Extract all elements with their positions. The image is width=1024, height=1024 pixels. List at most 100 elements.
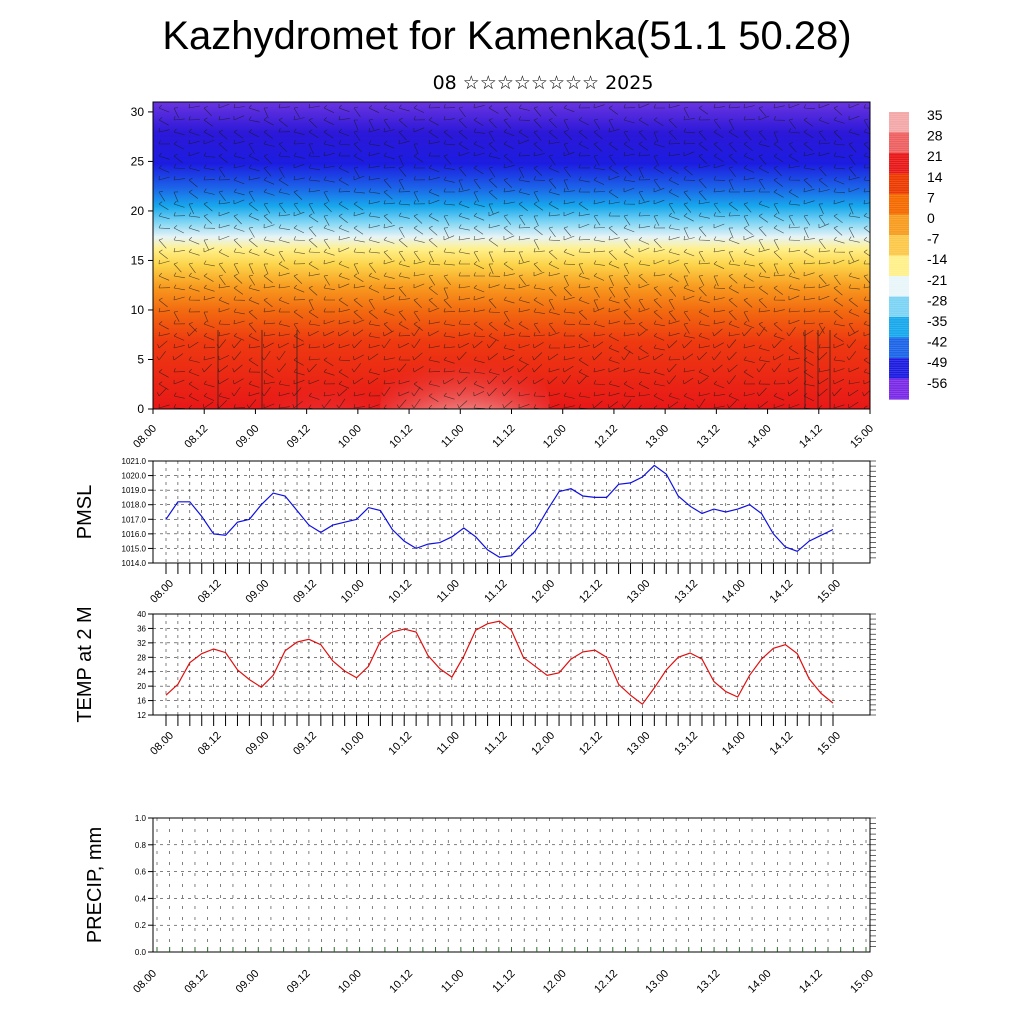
colorbar-segment — [889, 337, 909, 359]
precip-x-tick-label: 09.00 — [234, 968, 262, 996]
heatmap-warm-core — [380, 337, 550, 409]
heatmap-y-tick-label: 20 — [131, 204, 145, 218]
colorbar-segment — [889, 132, 909, 154]
precip-x-tick-label: 10.00 — [336, 968, 364, 996]
temp-y-tick-label: 40 — [137, 610, 146, 619]
colorbar-label: -35 — [927, 313, 947, 329]
pmsl-y-tick-label: 1019.0 — [122, 486, 147, 495]
heatmap-y-tick-label: 25 — [131, 154, 145, 168]
heatmap-x-tick-label: 14.12 — [797, 423, 825, 451]
temp-x-tick-label: 09.12 — [291, 730, 319, 758]
colorbar-stripes — [889, 111, 909, 399]
upper-air-heatmap: 0 5 10 15 20 25 30 08.00 08.12 09.00 09.12 10.00 10.… — [131, 101, 876, 451]
heatmap-x-tick-label: 13.00 — [643, 423, 671, 451]
colorbar-label: -21 — [927, 272, 947, 288]
precip-x-tick-label: 08.12 — [182, 968, 210, 996]
precip-y-tick-label: 0.0 — [135, 948, 147, 957]
heatmap-x-tick-label: 13.12 — [695, 423, 723, 451]
pmsl-x-tick-label: 10.00 — [339, 578, 367, 606]
colorbar-label: -42 — [927, 334, 947, 350]
colorbar-label: -49 — [927, 354, 947, 370]
heatmap-x-tick-label: 12.00 — [541, 423, 569, 451]
pmsl-x-tick-label: 14.12 — [768, 578, 796, 606]
pmsl-y-tick-label: 1018.0 — [122, 501, 147, 510]
wind-barb-strokes — [156, 103, 870, 409]
colorbar-label: 0 — [927, 210, 935, 226]
heatmap-x-tick-label: 08.12 — [182, 423, 210, 451]
pmsl-y-tick-label: 1016.0 — [122, 530, 147, 539]
heatmap-y-tick-label: 15 — [131, 253, 145, 267]
precip-y-tick-label: 0.8 — [135, 841, 147, 850]
precip-x-tick-label: 08.00 — [131, 968, 159, 996]
temp-x-tick-label: 10.12 — [386, 730, 414, 758]
colorbar-label: 7 — [927, 189, 935, 205]
pmsl-series-line — [165, 464, 834, 558]
temp-y-tick-label: 36 — [137, 624, 146, 633]
temp-x-tick-label: 13.12 — [672, 730, 700, 758]
pmsl-x-tick-label: 12.12 — [577, 578, 605, 606]
heatmap-x-tick-label: 09.12 — [285, 423, 313, 451]
temp-y-axis-label: TEMP at 2 M — [74, 606, 96, 722]
pmsl-y-tick-label: 1014.0 — [122, 559, 147, 568]
temperature-panel: 12 16 20 24 28 32 36 40 08.00 08.12 09.00 09.12 10.0… — [74, 606, 876, 758]
colorbar-segment — [889, 276, 909, 298]
colorbar-label: -14 — [927, 251, 947, 267]
temp-series-line — [165, 620, 834, 706]
temp-y-tick-label: 24 — [137, 668, 146, 677]
precip-y-tick-label: 0.2 — [135, 921, 147, 930]
temp-x-tick-label: 14.12 — [768, 730, 796, 758]
pmsl-x-tick-label: 10.12 — [386, 578, 414, 606]
temp-x-tick-label: 08.00 — [148, 730, 176, 758]
pmsl-x-tick-label: 09.00 — [243, 578, 271, 606]
heatmap-x-tick-label: 09.00 — [234, 423, 262, 451]
heatmap-x-tick-label: 10.00 — [336, 423, 364, 451]
precip-y-tick-label: 0.6 — [135, 868, 147, 877]
colorbar-label: -7 — [927, 231, 940, 247]
precip-y-tick-label: 1.0 — [135, 814, 147, 823]
colorbar-label: 21 — [927, 148, 943, 164]
temp-x-tick-label: 13.00 — [625, 730, 653, 758]
precip-x-tick-label: 14.00 — [746, 968, 774, 996]
precip-x-tick-label: 12.12 — [592, 968, 620, 996]
temp-x-tick-label: 15.00 — [815, 730, 843, 758]
colorbar-segment — [889, 296, 909, 318]
colorbar-segment — [889, 317, 909, 339]
precip-x-tick-label: 11.12 — [490, 968, 517, 995]
colorbar-label: -56 — [927, 375, 947, 391]
colorbar-segment — [889, 194, 909, 216]
temp-y-tick-label: 20 — [137, 682, 146, 691]
colorbar-segment — [889, 378, 909, 400]
pmsl-x-tick-label: 08.00 — [148, 578, 176, 606]
colorbar-segment — [889, 153, 909, 175]
temp-y-tick-label: 12 — [137, 711, 146, 720]
precip-x-tick-label: 11.00 — [439, 968, 466, 995]
precip-x-tick-label: 14.12 — [797, 968, 825, 996]
pmsl-x-tick-label: 13.12 — [672, 578, 700, 606]
temp-x-tick-label: 14.00 — [720, 730, 748, 758]
colorbar-segment — [889, 235, 909, 257]
colorbar-label: 28 — [927, 128, 943, 144]
temp-x-tick-label: 11.12 — [482, 730, 509, 757]
precip-y-tick-label: 0.4 — [135, 894, 147, 903]
precip-x-tick-label: 13.00 — [643, 968, 671, 996]
pmsl-x-tick-label: 14.00 — [720, 578, 748, 606]
wind-barbs — [156, 103, 870, 409]
pmsl-y-tick-label: 1017.0 — [122, 515, 147, 524]
colorbar-label: 35 — [927, 107, 943, 123]
pmsl-x-tick-label: 12.00 — [529, 578, 557, 606]
precip-x-tick-label: 09.12 — [285, 968, 313, 996]
heatmap-x-tick-label: 10.12 — [387, 423, 415, 451]
heatmap-x-tick-label: 08.00 — [131, 423, 159, 451]
colorbar-segment — [889, 214, 909, 236]
heatmap-x-tick-label: 12.12 — [592, 423, 620, 451]
chart-subtitle: 08 ☆☆☆☆☆☆☆☆ 2025 — [432, 72, 654, 94]
pmsl-y-tick-label: 1021.0 — [122, 457, 147, 466]
heatmap-x-tick-label: 15.00 — [848, 423, 876, 451]
precip-x-tick-label: 10.12 — [387, 968, 415, 996]
temp-y-tick-label: 28 — [137, 653, 146, 662]
colorbar-segment — [889, 255, 909, 277]
precipitation-panel: 0.0 0.2 0.4 0.6 0.8 1.0 08.00 08.12 09.00 09.12 10… — [84, 814, 876, 996]
heatmap-y-tick-label: 5 — [137, 352, 144, 366]
pmsl-x-tick-label: 15.00 — [815, 578, 843, 606]
